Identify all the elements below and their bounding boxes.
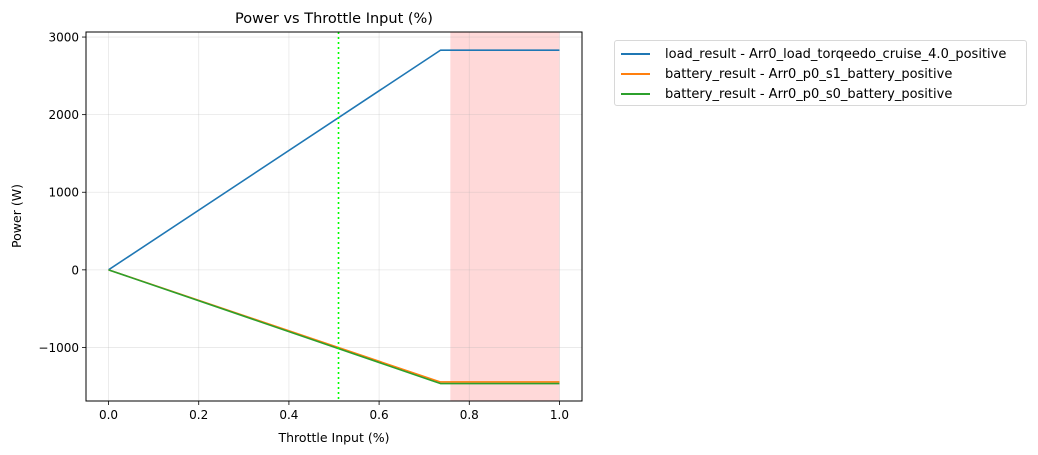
x-tick-label: 0.8 xyxy=(460,408,479,422)
y-tick-label: 1000 xyxy=(48,186,79,200)
series-line-2 xyxy=(108,269,560,385)
x-tick-label: 0.4 xyxy=(279,408,298,422)
x-tick-label: 0.0 xyxy=(99,408,118,422)
legend-swatch-icon xyxy=(621,93,650,95)
legend-swatch-icon xyxy=(621,53,650,55)
legend-label: battery_result - Arr0_p0_s1_battery_posi… xyxy=(665,66,953,82)
y-tick-label: 2000 xyxy=(48,108,79,122)
highlight-region xyxy=(450,32,560,401)
series-line-0 xyxy=(108,49,560,271)
x-tick-label: 0.2 xyxy=(189,408,208,422)
legend-item-0: load_result - Arr0_load_torqeedo_cruise_… xyxy=(615,44,1026,64)
legend-item-2: battery_result - Arr0_p0_s0_battery_posi… xyxy=(615,84,1026,104)
y-tick-label: 0 xyxy=(71,263,79,277)
x-tick-label: 1.0 xyxy=(550,408,569,422)
legend-swatch-icon xyxy=(621,73,650,75)
plot-area: 0.0 0.2 0.4 0.6 0.8 1.0 −1000 0 1000 2000 3000 xyxy=(38,31,583,422)
y-axis-label: Power (W) xyxy=(9,184,24,248)
x-tick-label: 0.6 xyxy=(370,408,389,422)
x-axis-label: Throttle Input (%) xyxy=(278,430,390,445)
legend-label: battery_result - Arr0_p0_s0_battery_posi… xyxy=(665,86,953,102)
axes-frame xyxy=(85,31,583,402)
legend-label: load_result - Arr0_load_torqeedo_cruise_… xyxy=(665,46,1007,62)
chart-legend: load_result - Arr0_load_torqeedo_cruise_… xyxy=(614,40,1027,106)
chart-title: Power vs Throttle Input (%) xyxy=(235,11,433,27)
y-tick-label: 3000 xyxy=(48,31,79,45)
y-tick-label: −1000 xyxy=(38,341,79,355)
legend-item-1: battery_result - Arr0_p0_s1_battery_posi… xyxy=(615,64,1026,84)
